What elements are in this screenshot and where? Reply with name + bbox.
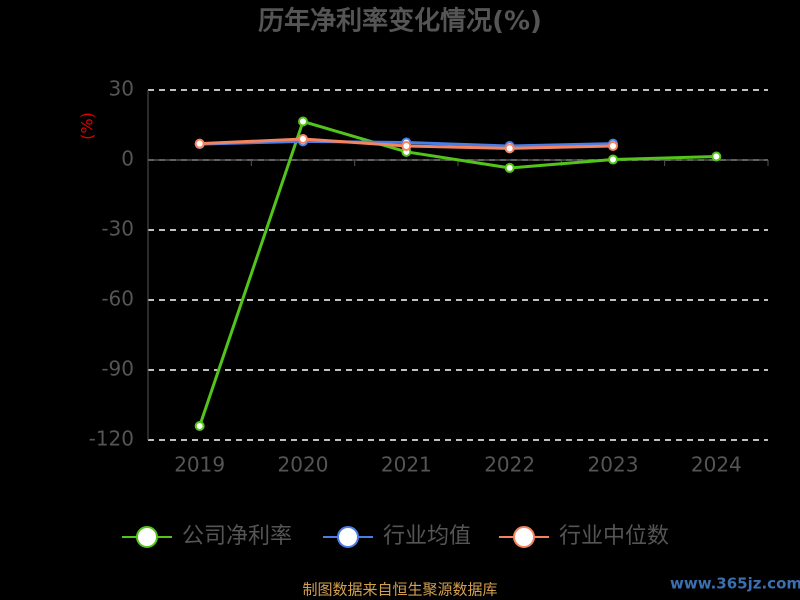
x-tick-label: 2024 (691, 453, 742, 477)
y-tick-label: -60 (101, 287, 134, 311)
x-tick-label: 2022 (484, 453, 535, 477)
data-point (608, 141, 618, 151)
y-tick-label: -120 (89, 427, 134, 451)
source-note: 制图数据来自恒生聚源数据库 (302, 581, 497, 599)
data-point (298, 116, 308, 127)
y-tick-label: -30 (101, 217, 134, 241)
y-axis-label: (%) (78, 112, 97, 140)
data-point (194, 421, 205, 431)
watermark: www.365jz.com (670, 575, 800, 593)
legend-marker (513, 526, 535, 548)
y-tick-label: 0 (121, 147, 134, 171)
data-point (298, 134, 308, 144)
x-tick-label: 2023 (588, 453, 639, 477)
data-point (504, 143, 515, 154)
x-tick-label: 2021 (381, 453, 432, 477)
legend-label: 公司净利率 (182, 524, 292, 549)
x-tick-label: 2020 (278, 453, 329, 477)
data-point (711, 151, 722, 162)
series-line (198, 119, 717, 427)
data-point (608, 154, 618, 165)
legend-label: 行业中位数 (559, 524, 669, 549)
legend-marker (337, 526, 359, 548)
y-tick-label: -90 (101, 357, 134, 381)
y-tick-label: 30 (109, 77, 134, 101)
x-tick-label: 2019 (174, 453, 225, 477)
legend-label: 行业均值 (383, 524, 471, 549)
data-point (401, 141, 412, 151)
data-point (194, 138, 205, 149)
chart-title: 历年净利率变化情况(%) (258, 6, 542, 37)
data-point (504, 162, 515, 173)
legend-marker (136, 526, 158, 548)
